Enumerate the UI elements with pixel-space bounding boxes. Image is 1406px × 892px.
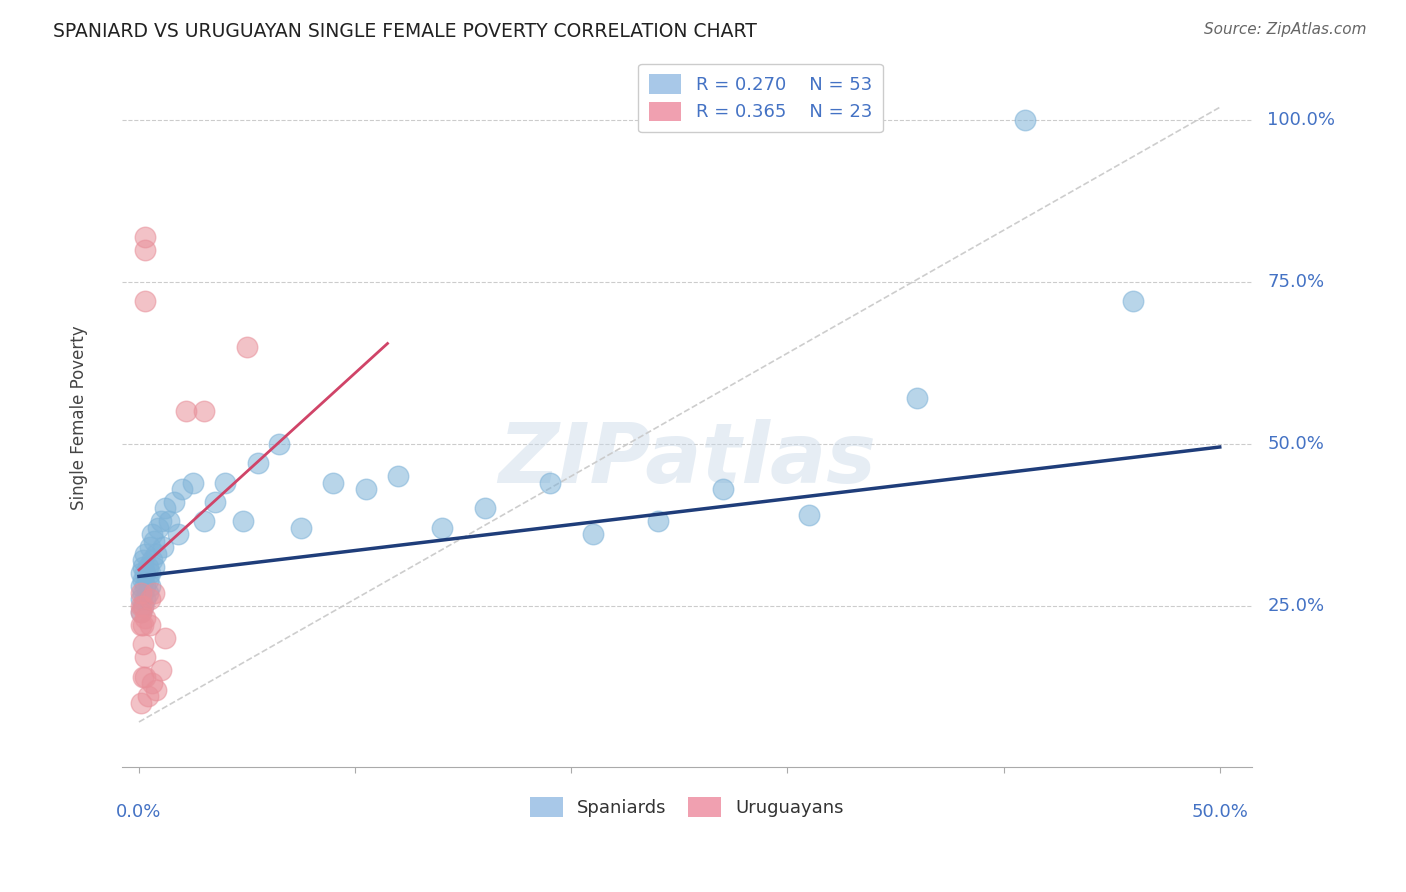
Point: [290, 521, 312, 535]
Point: [143, 559, 166, 574]
Point: [134, 579, 156, 593]
Point: [193, 404, 215, 418]
Point: [132, 559, 155, 574]
Point: [214, 475, 236, 490]
Point: [136, 585, 159, 599]
Text: 75.0%: 75.0%: [1267, 273, 1324, 291]
Point: [132, 599, 155, 613]
Point: [132, 573, 155, 587]
Point: [132, 670, 155, 684]
Point: [176, 404, 198, 418]
Point: [797, 508, 820, 522]
Point: [134, 243, 156, 257]
Point: [134, 294, 156, 309]
Text: ZIPatlas: ZIPatlas: [498, 419, 876, 500]
Point: [474, 501, 496, 516]
Point: [582, 527, 605, 541]
Point: [134, 566, 156, 581]
Point: [141, 676, 163, 690]
Point: [139, 618, 162, 632]
Point: [193, 515, 215, 529]
Point: [129, 585, 152, 599]
Point: [1014, 113, 1036, 128]
Point: [143, 585, 166, 599]
Point: [132, 553, 155, 567]
Point: [129, 605, 152, 619]
Text: 50.0%: 50.0%: [1191, 803, 1249, 821]
Point: [141, 527, 163, 541]
Text: Single Female Poverty: Single Female Poverty: [70, 326, 87, 510]
Point: [143, 533, 166, 548]
Point: [132, 618, 155, 632]
Point: [387, 469, 409, 483]
Point: [157, 515, 180, 529]
Text: 0.0%: 0.0%: [117, 803, 162, 821]
Point: [322, 475, 344, 490]
Point: [139, 592, 162, 607]
Point: [139, 566, 162, 581]
Point: [136, 559, 159, 574]
Point: [538, 475, 561, 490]
Point: [162, 495, 184, 509]
Point: [139, 541, 162, 555]
Point: [134, 229, 156, 244]
Point: [711, 482, 734, 496]
Point: [232, 515, 254, 529]
Point: [149, 515, 172, 529]
Point: [153, 501, 176, 516]
Point: [172, 482, 194, 496]
Point: [181, 475, 204, 490]
Point: [905, 392, 928, 406]
Point: [136, 689, 159, 703]
Point: [141, 553, 163, 567]
Point: [1122, 294, 1144, 309]
Point: [129, 592, 152, 607]
Point: [129, 605, 152, 619]
Point: [129, 566, 152, 581]
Point: [134, 592, 156, 607]
Point: [129, 579, 152, 593]
Point: [236, 340, 259, 354]
Point: [145, 547, 167, 561]
Point: [149, 663, 172, 677]
Point: [132, 599, 155, 613]
Point: [129, 618, 152, 632]
Point: [132, 637, 155, 651]
Point: [129, 599, 152, 613]
Text: 50.0%: 50.0%: [1267, 434, 1324, 453]
Point: [134, 670, 156, 684]
Point: [269, 436, 291, 450]
Text: Source: ZipAtlas.com: Source: ZipAtlas.com: [1204, 22, 1367, 37]
Point: [153, 631, 176, 645]
Point: [148, 521, 170, 535]
Point: [647, 515, 669, 529]
Text: SPANIARD VS URUGUAYAN SINGLE FEMALE POVERTY CORRELATION CHART: SPANIARD VS URUGUAYAN SINGLE FEMALE POVE…: [53, 22, 758, 41]
Text: 25.0%: 25.0%: [1267, 597, 1324, 615]
Point: [354, 482, 377, 496]
Point: [166, 527, 188, 541]
Text: 100.0%: 100.0%: [1267, 112, 1336, 129]
Point: [129, 696, 152, 710]
Legend: Spaniards, Uruguayans: Spaniards, Uruguayans: [523, 790, 851, 824]
Point: [430, 521, 453, 535]
Point: [134, 547, 156, 561]
Point: [152, 541, 174, 555]
Point: [134, 611, 156, 625]
Point: [134, 650, 156, 665]
Point: [145, 682, 167, 697]
Point: [132, 585, 155, 599]
Point: [139, 579, 162, 593]
Point: [136, 573, 159, 587]
Point: [204, 495, 226, 509]
Point: [246, 456, 269, 470]
